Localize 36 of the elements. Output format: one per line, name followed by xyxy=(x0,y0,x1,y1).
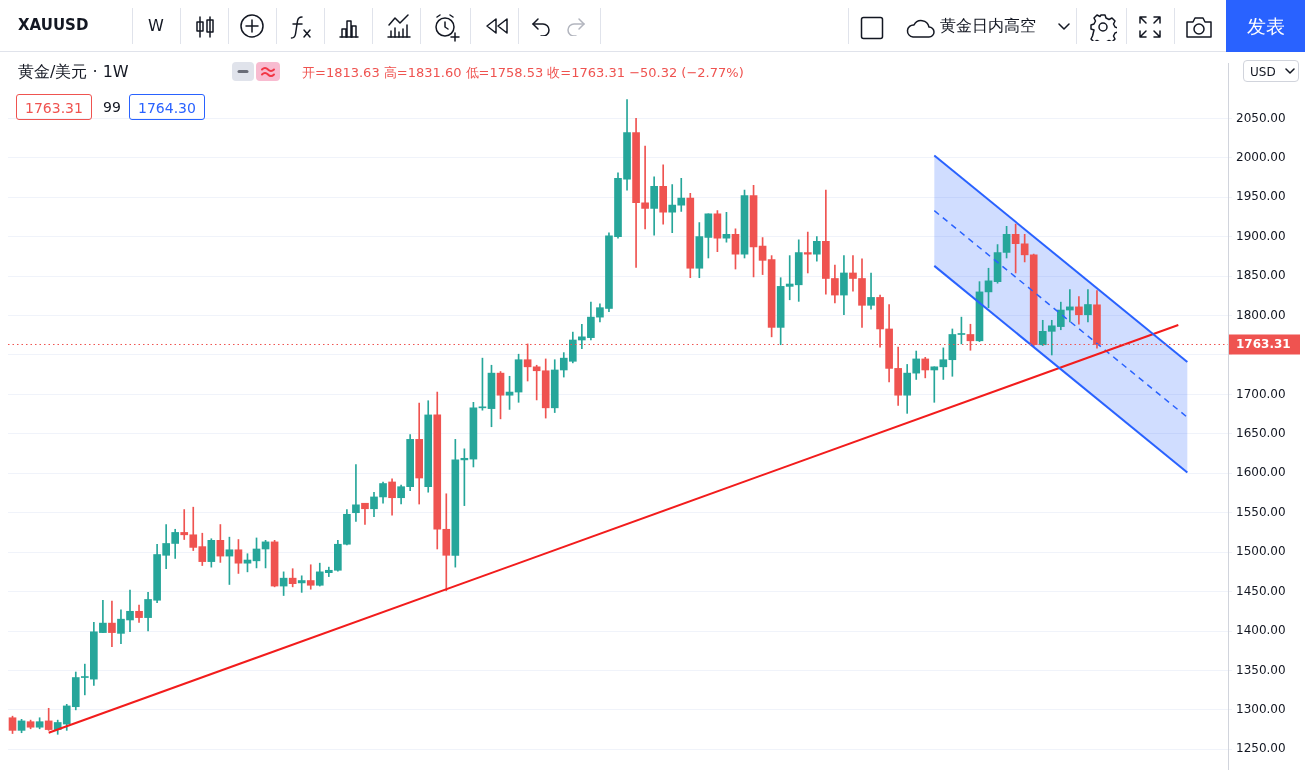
candlestick xyxy=(867,272,875,310)
y-tick-label: 1250.00 xyxy=(1236,741,1286,756)
text: XAUUSD xyxy=(18,16,89,34)
candlestick xyxy=(930,366,939,403)
y-tick-label: 1700.00 xyxy=(1236,386,1286,401)
y-tick-label: 1600.00 xyxy=(1236,465,1286,480)
text: W xyxy=(148,16,164,35)
text: 发表 xyxy=(1226,0,1305,52)
y-tick-label: 1450.00 xyxy=(1236,583,1286,598)
candlestick xyxy=(352,464,360,522)
text: 黄金日内高空 xyxy=(940,16,1036,35)
y-tick-label: 2000.00 xyxy=(1236,149,1286,164)
candlestick xyxy=(108,600,116,648)
y-tick-label: 1500.00 xyxy=(1236,544,1286,559)
y-tick-label: 1900.00 xyxy=(1236,228,1286,243)
chart-title: 黄金/美元 · 1W xyxy=(18,62,129,81)
y-tick-label: 1650.00 xyxy=(1236,425,1286,440)
candlestick xyxy=(677,178,686,212)
y-tick-label: 1850.00 xyxy=(1236,268,1286,283)
y-tick-label: 1400.00 xyxy=(1236,623,1286,638)
y-tick-label: 1550.00 xyxy=(1236,504,1286,519)
annotation: 99 xyxy=(103,99,121,115)
ref-line-label: 1763.31 xyxy=(1236,336,1291,351)
candlestick xyxy=(803,231,812,274)
candlestick xyxy=(668,184,677,234)
text: USD xyxy=(1243,60,1299,82)
y-tick-label: 1350.00 xyxy=(1236,662,1286,677)
y-tick-label: 1800.00 xyxy=(1236,307,1286,322)
annotation: 1764.30 xyxy=(129,94,205,120)
y-tick-label: 1950.00 xyxy=(1236,189,1286,204)
y-tick-label: 1300.00 xyxy=(1236,701,1286,716)
annotation: 1763.31 xyxy=(16,94,92,120)
candlestick xyxy=(306,564,315,590)
candlestick xyxy=(297,575,306,593)
y-tick-label: 2050.00 xyxy=(1236,110,1286,125)
chart-subtitle: 开=1813.63 高=1831.60 低=1758.53 收=1763.31 −50.32 (−2.77%) xyxy=(302,65,744,80)
